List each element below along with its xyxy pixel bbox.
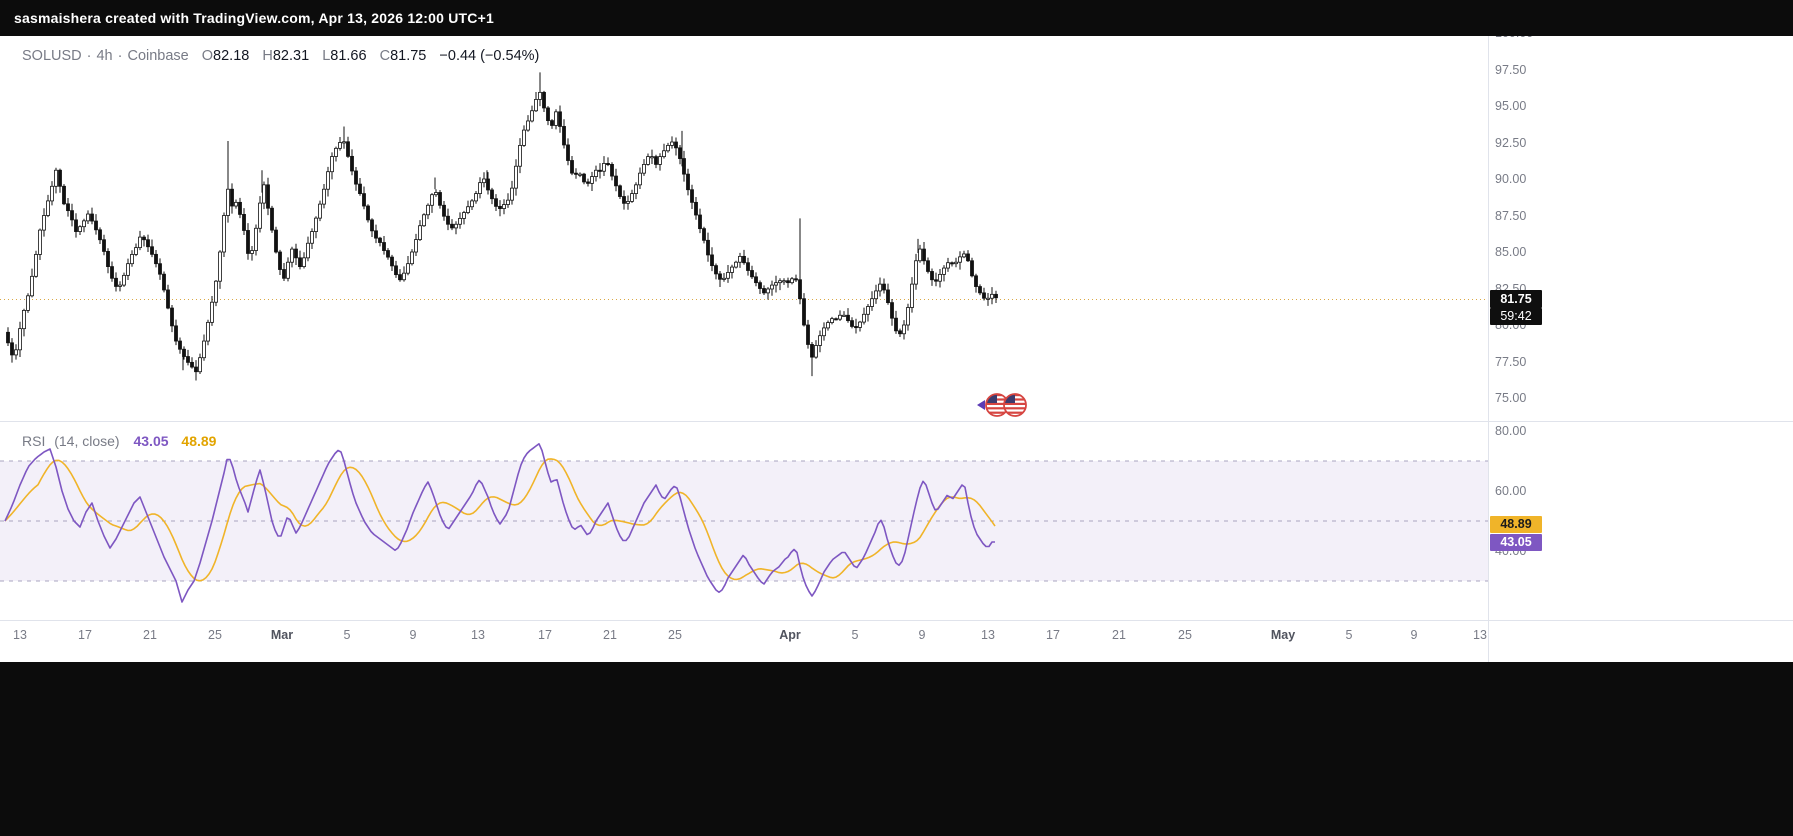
price-tick-label: 92.50 — [1495, 135, 1527, 150]
price-tick-label: 87.50 — [1495, 208, 1527, 223]
time-axis-day-label: 5 — [343, 628, 351, 642]
time-axis-day-label: 9 — [918, 628, 926, 642]
symbol-legend: SOLUSD · 4h · Coinbase O82.18 H82.31 L81.66 … — [22, 48, 539, 64]
event-arrow-icon — [977, 400, 985, 410]
interval-label[interactable]: 4h — [96, 48, 113, 64]
price-tick-label: 97.50 — [1495, 62, 1527, 77]
time-axis-day-label: 13 — [981, 628, 995, 642]
rsi-params: (14, close) — [54, 433, 120, 449]
low-value: 81.66 — [330, 48, 367, 64]
time-axis-divider[interactable] — [0, 620, 1793, 621]
price-tick-label: 90.00 — [1495, 172, 1527, 186]
price-tick-label: 95.00 — [1495, 99, 1527, 113]
change-value: −0.44 (−0.54%) — [439, 48, 540, 64]
attribution-bar: sasmaishera created with TradingView.com… — [0, 0, 1793, 36]
rsi-ma-value: 48.89 — [181, 433, 217, 449]
price-tick-label: 85.00 — [1495, 245, 1527, 259]
time-axis-day-label: 5 — [851, 628, 859, 642]
us-flag-icon — [985, 393, 1009, 417]
attribution-text: sasmaishera created with TradingView.com… — [14, 10, 494, 26]
price-chart-canvas[interactable] — [0, 36, 1488, 422]
time-axis-day-label: 25 — [668, 628, 682, 642]
time-axis-day-label: 17 — [538, 628, 552, 642]
high-value: 82.31 — [272, 48, 310, 64]
open-label: O — [201, 48, 214, 64]
us-flag-icon — [1003, 393, 1027, 417]
footer-bar — [0, 662, 1793, 836]
high-label: H — [262, 48, 273, 64]
price-tick-label: 60.00 — [1495, 484, 1527, 498]
price-tick-label: 75.00 — [1495, 391, 1527, 405]
price-scale[interactable]: 100.0097.5095.0092.5090.0087.5085.0082.5… — [1488, 0, 1793, 662]
time-axis-month-label: May — [1270, 628, 1296, 642]
price-tick-label: 80.00 — [1495, 424, 1527, 438]
time-axis-day-label: 21 — [603, 628, 617, 642]
close-value: 81.75 — [390, 48, 427, 64]
open-value: 82.18 — [213, 48, 250, 64]
time-axis-day-label: 21 — [1112, 628, 1126, 642]
price-scale-border — [1488, 36, 1489, 662]
rsi-value-badge: 43.05 — [1490, 533, 1542, 551]
time-axis-day-label: 9 — [1410, 628, 1418, 642]
time-axis-month-label: Apr — [779, 628, 801, 642]
close-label: C — [379, 48, 391, 64]
symbol-name[interactable]: SOLUSD — [22, 48, 82, 64]
rsi-ma-badge: 48.89 — [1490, 516, 1542, 534]
rsi-title[interactable]: RSI — [22, 433, 46, 449]
time-axis-day-label: 9 — [409, 628, 417, 642]
bar-countdown-label: 59:42 — [1490, 308, 1542, 326]
time-axis-day-label: 21 — [143, 628, 157, 642]
low-label: L — [322, 48, 331, 64]
legend-separator: · — [117, 48, 123, 64]
time-axis-day-label: 17 — [1046, 628, 1060, 642]
time-axis-month-label: Mar — [270, 628, 294, 642]
time-axis-day-label: 13 — [471, 628, 485, 642]
pane-divider[interactable] — [0, 421, 1793, 422]
last-price-label: 81.75 — [1490, 290, 1542, 309]
time-axis-day-label: 17 — [78, 628, 92, 642]
rsi-chart-canvas[interactable] — [0, 422, 1488, 620]
time-axis-day-label: 13 — [13, 628, 27, 642]
time-axis-day-label: 25 — [208, 628, 222, 642]
time-axis-day-label: 5 — [1345, 628, 1353, 642]
legend-separator: · — [86, 48, 92, 64]
time-axis[interactable]: 13 17 21 25 Mar 5 9 13 17 21 25 Apr 5 9 13 17 21 25 May 5 9 1… — [0, 620, 1488, 662]
time-axis-day-label: 13 — [1473, 628, 1487, 642]
exchange-label: Coinbase — [127, 48, 189, 64]
rsi-value: 43.05 — [133, 433, 169, 449]
rsi-legend: RSI (14, close) 43.05 48.89 — [22, 433, 216, 449]
economic-event-marker[interactable] — [965, 385, 1035, 425]
time-axis-day-label: 25 — [1178, 628, 1192, 642]
price-tick-label: 77.50 — [1495, 354, 1527, 369]
